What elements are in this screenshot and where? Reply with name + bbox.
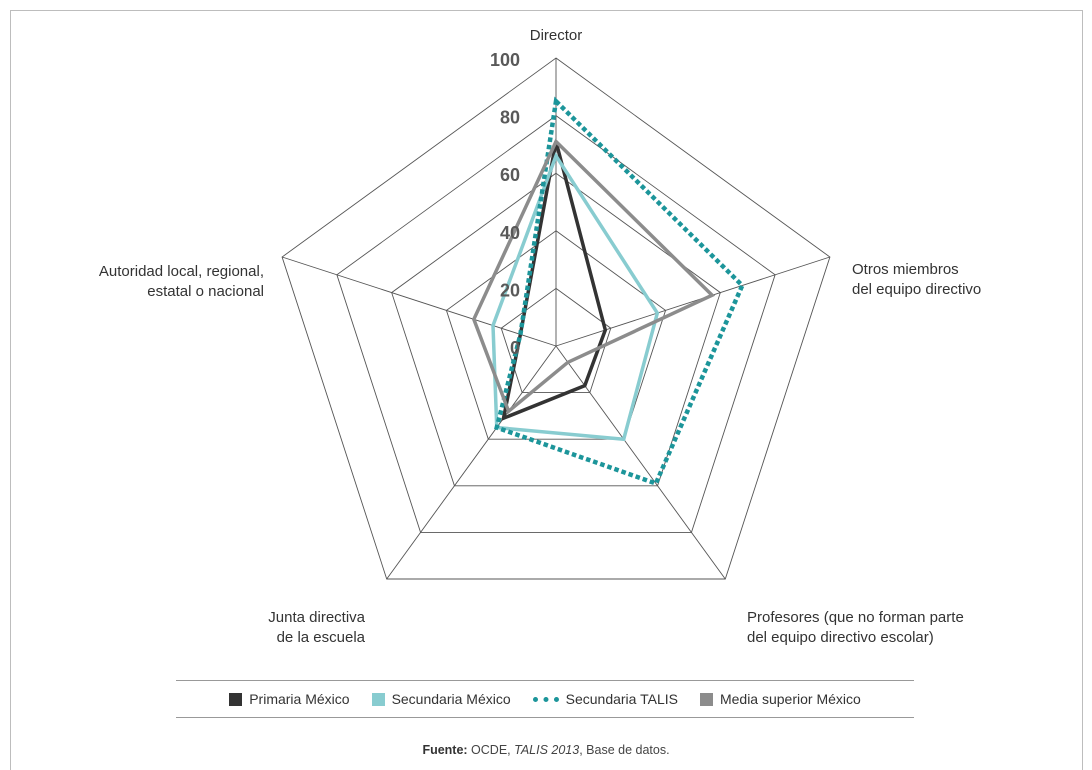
legend-item-media-superior: Media superior México bbox=[699, 691, 861, 707]
chart-frame bbox=[10, 10, 1083, 770]
series-2 bbox=[494, 96, 745, 487]
axis-label-2: Profesores (que no forman parte del equip… bbox=[747, 609, 964, 646]
grid-ring-100 bbox=[281, 57, 831, 580]
legend-item-secundaria: Secundaria México bbox=[371, 691, 511, 707]
series-layer bbox=[471, 96, 745, 487]
legend-swatch-secundaria bbox=[371, 692, 385, 706]
source-prefix: Fuente: bbox=[422, 743, 468, 757]
legend-label-secundaria: Secundaria México bbox=[391, 691, 511, 707]
tick-label-60: 60 bbox=[500, 165, 520, 185]
source-org: OCDE, bbox=[467, 743, 515, 757]
tick-label-20: 20 bbox=[500, 280, 520, 300]
legend-label-talis: Secundaria TALIS bbox=[565, 691, 678, 707]
legend-swatch-talis bbox=[532, 696, 559, 702]
tick-label-80: 80 bbox=[500, 108, 520, 128]
source-suffix: , Base de datos. bbox=[579, 743, 670, 757]
axis-label-1-line-0: Otros miembros bbox=[852, 261, 959, 278]
axis-label-0: Director bbox=[530, 27, 583, 44]
legend-swatch-media-superior bbox=[699, 692, 713, 706]
axis-label-2-line-0: Profesores (que no forman parte bbox=[747, 609, 964, 626]
series-3 bbox=[471, 138, 716, 415]
axis-label-3-line-1: de la escuela bbox=[277, 629, 366, 646]
grid-ring-80 bbox=[336, 115, 776, 533]
source-note: Fuente: OCDE, TALIS 2013, Base de datos. bbox=[0, 743, 1092, 757]
spoke-3 bbox=[386, 345, 557, 580]
legend-item-talis: Secundaria TALIS bbox=[532, 691, 678, 707]
series-1 bbox=[491, 152, 660, 442]
axis-label-2-line-1: del equipo directivo escolar) bbox=[747, 629, 934, 646]
axis-label-4-line-0: Autoridad local, regional, bbox=[99, 263, 264, 280]
axis-labels: Director Otros miembros del equipo directi… bbox=[99, 27, 981, 646]
axis-label-4: Autoridad local, regional, estatal o naci… bbox=[99, 263, 264, 300]
spoke-1 bbox=[555, 256, 831, 347]
legend-swatch-primaria bbox=[229, 692, 243, 706]
axis-label-0-line-0: Director bbox=[530, 27, 583, 44]
legend: Primaria México Secundaria México Secund… bbox=[176, 680, 914, 718]
axis-label-4-line-1: estatal o nacional bbox=[147, 283, 264, 300]
tick-label-0: 0 bbox=[510, 338, 520, 358]
source-title: TALIS 2013 bbox=[514, 743, 580, 757]
radar-grid bbox=[281, 57, 831, 580]
axis-label-1: Otros miembros del equipo directivo bbox=[852, 261, 981, 298]
tick-label-100: 100 bbox=[490, 50, 520, 70]
tick-labels: 0 20 40 60 80 100 bbox=[490, 50, 520, 358]
legend-item-primaria: Primaria México bbox=[229, 691, 350, 707]
axis-label-3-line-0: Junta directiva bbox=[268, 609, 365, 626]
legend-label-primaria: Primaria México bbox=[249, 691, 350, 707]
spoke-4 bbox=[281, 256, 557, 347]
tick-label-40: 40 bbox=[500, 223, 520, 243]
axis-label-3: Junta directiva de la escuela bbox=[268, 609, 365, 646]
axis-label-1-line-1: del equipo directivo bbox=[852, 281, 981, 298]
grid-ring-60 bbox=[391, 172, 721, 487]
legend-label-media-superior: Media superior México bbox=[719, 691, 861, 707]
